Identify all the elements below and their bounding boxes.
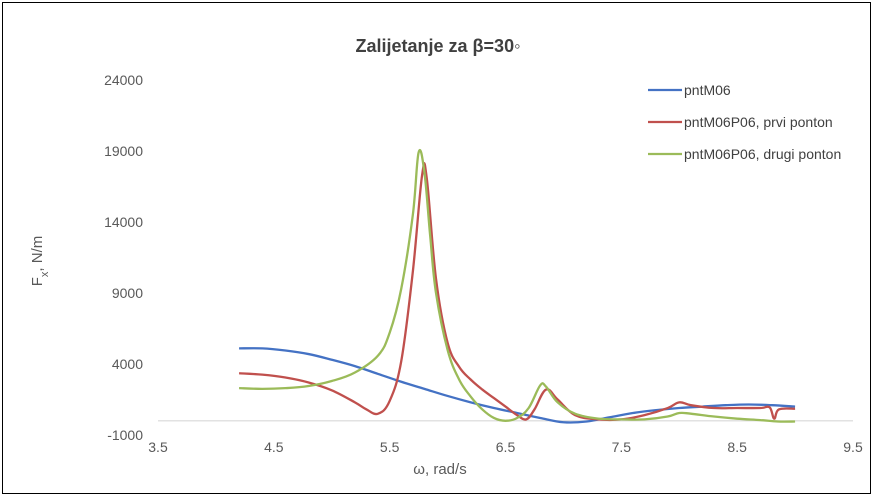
line-chart: Zalijetanje za β=30◦ -1000 4000 9000 14000 1… (29, 36, 863, 478)
x-tick-label: 4.5 (264, 439, 284, 455)
y-axis-label: Fx, N/m (29, 236, 51, 287)
y-tick-label: 19000 (104, 143, 143, 159)
series-line-2 (239, 162, 796, 422)
y-tick-label: 9000 (112, 285, 143, 301)
x-axis-label: ω, rad/s (413, 461, 466, 478)
legend-label-3: pntM06P06, drugi ponton (684, 146, 841, 162)
y-axis-label-rest: , N/m (29, 236, 46, 272)
legend-label-1: pntM06 (684, 82, 731, 98)
x-tick-label: 9.5 (843, 439, 863, 455)
chart-title: Zalijetanje za β=30◦ (356, 36, 521, 56)
x-tick-label: 6.5 (496, 439, 516, 455)
legend-label-2: pntM06P06, prvi ponton (684, 114, 833, 130)
x-tick-label: 8.5 (727, 439, 747, 455)
y-axis-label-main: F (29, 277, 46, 286)
x-tick-label: 5.5 (380, 439, 400, 455)
y-tick-label: 4000 (112, 356, 143, 372)
y-axis-label-sub: x (39, 271, 51, 277)
x-tick-label: 3.5 (148, 439, 168, 455)
y-tick-label: -1000 (107, 427, 143, 443)
y-tick-label: 24000 (104, 72, 143, 88)
legend: pntM06 pntM06P06, prvi ponton pntM06P06, d… (648, 82, 841, 162)
y-tick-label: 14000 (104, 214, 143, 230)
x-tick-label: 7.5 (612, 439, 632, 455)
series-line-1 (239, 347, 796, 424)
series-line-3 (239, 149, 796, 423)
